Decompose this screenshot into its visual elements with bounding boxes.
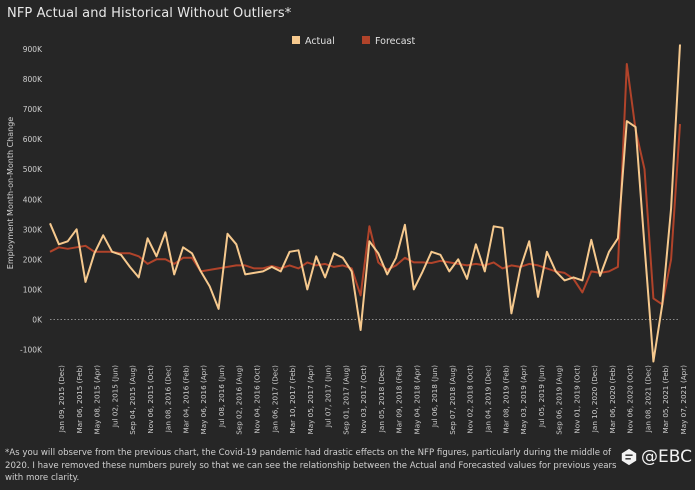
x-tick-label: Jan 06, 2017 (Dec)	[270, 365, 279, 433]
x-tick-label: Mar 08, 2019 (Feb)	[501, 365, 510, 434]
series-layer	[49, 44, 681, 363]
y-tick-label: -100K	[20, 345, 43, 354]
x-tick-label: Jul 02, 2015 (Jun)	[110, 365, 119, 428]
x-tick-label: Nov 01, 2019 (Oct)	[572, 365, 581, 434]
x-tick-label: Jul 08, 2016 (Jun)	[217, 365, 226, 428]
y-tick-label: 700K	[23, 105, 43, 114]
x-tick-label: May 04, 2018 (Apr)	[412, 365, 421, 435]
y-tick-label: 400K	[23, 195, 43, 204]
y-tick-label: 600K	[23, 135, 43, 144]
x-tick-label: Sep 01, 2017 (Aug)	[341, 365, 350, 435]
x-tick-label: Jan 08, 2021 (Dec)	[643, 365, 652, 433]
y-tick-label: 900K	[23, 45, 43, 54]
x-tick-label: May 08, 2015 (Apr)	[93, 365, 102, 435]
x-tick-label: Sep 02, 2016 (Aug)	[235, 365, 244, 435]
x-tick-label: May 05, 2017 (Apr)	[306, 365, 315, 435]
x-tick-label: Sep 04, 2015 (Aug)	[128, 365, 137, 435]
x-tick-label: Mar 06, 2020 (Feb)	[608, 365, 617, 434]
x-tick-label: Jul 05, 2019 (Jun)	[537, 365, 546, 428]
y-tick-label: 800K	[23, 75, 43, 84]
y-axis-label: Employment Month-on-Month Change	[6, 117, 15, 270]
legend-swatch-forecast	[362, 36, 370, 44]
x-tick-label: Jan 05, 2018 (Dec)	[377, 365, 386, 433]
x-tick-label: Jan 04, 2019 (Dec)	[484, 365, 493, 433]
brand-text: @EBC	[641, 447, 692, 467]
x-tick-label: Mar 04, 2016 (Feb)	[181, 365, 190, 434]
legend-label-forecast: Forecast	[375, 36, 415, 47]
x-tick-label: Jul 07, 2017 (Jun)	[324, 365, 333, 428]
x-tick-label: May 03, 2019 (Apr)	[519, 365, 528, 435]
x-tick-label: Mar 10, 2017 (Feb)	[288, 365, 297, 434]
x-tick-label: Jan 10, 2020 (Dec)	[590, 365, 599, 433]
legend: Actual Forecast	[292, 36, 415, 47]
x-tick-label: Nov 04, 2016 (Oct)	[252, 365, 261, 434]
brand-logo: @EBC	[620, 447, 692, 467]
series-line-actual	[49, 44, 681, 363]
footnote: *As you will observe from the previous c…	[5, 448, 617, 483]
x-tick-label: Nov 03, 2017 (Oct)	[359, 365, 368, 434]
x-tick-label: Nov 06, 2015 (Oct)	[146, 365, 155, 434]
x-tick-label: Nov 02, 2018 (Oct)	[466, 365, 475, 434]
x-axis: Jan 09, 2015 (Dec) Mar 06, 2015 (Feb) May …	[57, 365, 688, 435]
chart-title: NFP Actual and Historical Without Outlie…	[7, 6, 292, 21]
x-tick-label: Sep 07, 2018 (Aug)	[448, 365, 457, 435]
y-tick-label: 0K	[32, 315, 43, 324]
x-tick-label: May 07, 2021 (Apr)	[679, 365, 688, 435]
x-tick-label: Nov 06, 2020 (Oct)	[626, 365, 635, 434]
x-tick-label: Mar 05, 2021 (Feb)	[661, 365, 670, 434]
series-line-forecast	[49, 63, 681, 306]
y-tick-label: 200K	[23, 255, 43, 264]
legend-label-actual: Actual	[305, 36, 335, 47]
x-tick-label: Jul 06, 2018 (Jun)	[430, 365, 439, 428]
x-tick-label: Sep 06, 2019 (Aug)	[555, 365, 564, 435]
y-tick-label: 100K	[23, 285, 43, 294]
x-tick-label: Mar 09, 2018 (Feb)	[395, 365, 404, 434]
x-tick-label: Jan 09, 2015 (Dec)	[57, 365, 66, 433]
y-tick-label: 300K	[23, 225, 43, 234]
x-tick-label: Jan 08, 2016 (Dec)	[164, 365, 173, 433]
ebc-logo-icon	[621, 448, 637, 466]
legend-swatch-actual	[292, 36, 300, 44]
y-tick-label: 500K	[23, 165, 43, 174]
y-axis: -100K 0K 100K 200K 300K 400K 500K 600K 700K 800K 9…	[20, 45, 43, 354]
x-tick-label: Mar 06, 2015 (Feb)	[75, 365, 84, 434]
x-tick-label: May 06, 2016 (Apr)	[199, 365, 208, 435]
